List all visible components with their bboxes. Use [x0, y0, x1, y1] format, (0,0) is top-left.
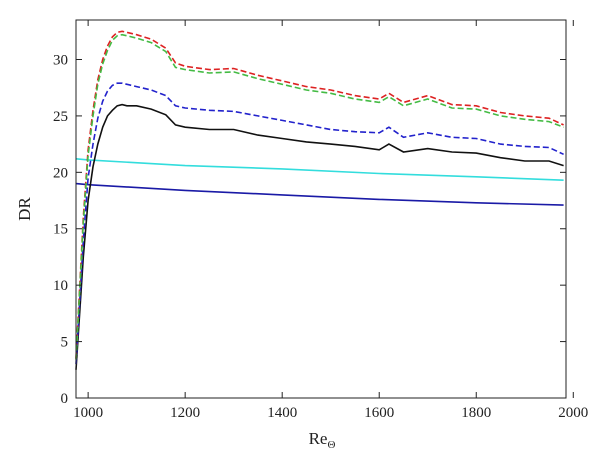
series-line-5	[75, 30, 564, 359]
x-tick-label: 1600	[364, 405, 394, 421]
x-axis-label-main: Re	[309, 429, 328, 448]
y-tick-label: 30	[53, 52, 68, 68]
y-tick-label: 15	[53, 222, 68, 238]
x-tick-label: 1000	[73, 405, 103, 421]
y-tick-label: 0	[61, 391, 69, 407]
x-axis-label-subscript: Θ	[327, 439, 335, 451]
y-tick-label: 20	[53, 165, 68, 181]
ticks-layer: 1000 1200 1400 1600 1800 2000 0 5 10 15 20 25 30	[53, 20, 588, 421]
series-line-4	[75, 82, 564, 365]
x-tick-label: 2000	[558, 405, 588, 421]
series-layer	[75, 30, 564, 370]
x-axis-label: ReΘ	[309, 429, 336, 451]
series-line-6	[75, 33, 564, 360]
x-tick-label: 1400	[267, 405, 297, 421]
y-tick-label: 10	[53, 278, 68, 294]
y-axis-label: DR	[15, 197, 34, 221]
y-tick-label: 5	[61, 335, 69, 351]
series-line-1	[75, 182, 564, 206]
series-line-3	[75, 103, 564, 370]
x-tick-label: 1200	[170, 405, 200, 421]
x-tick-label: 1800	[461, 405, 491, 421]
y-tick-label: 25	[53, 109, 68, 125]
plot-frame	[75, 19, 567, 399]
series-line-2	[75, 158, 564, 181]
